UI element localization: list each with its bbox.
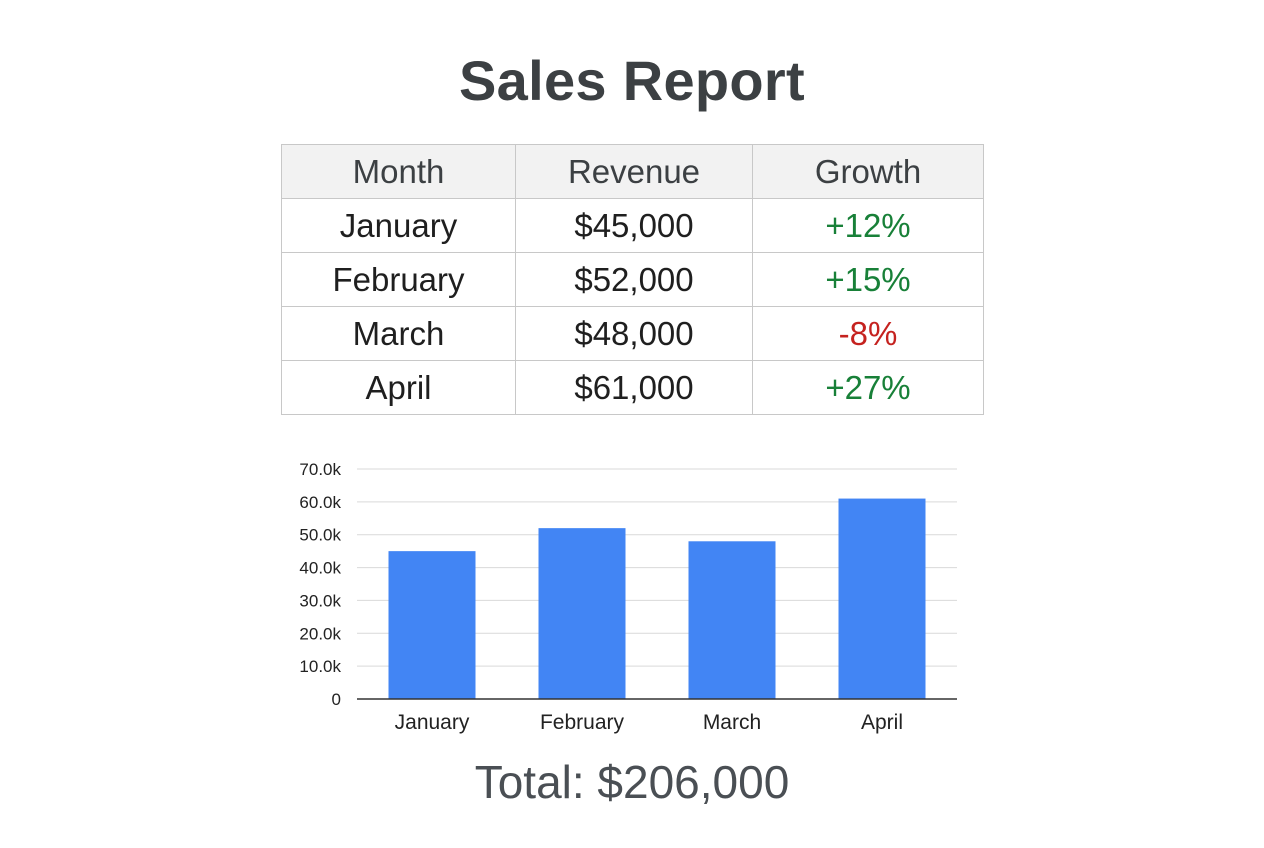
y-tick-label: 40.0k [299, 559, 341, 578]
month-cell: April [281, 360, 516, 415]
x-category-label: April [861, 711, 903, 734]
column-header-month: Month [281, 144, 516, 199]
growth-cell: +27% [752, 360, 984, 415]
month-cell: March [281, 306, 516, 361]
y-tick-label: 10.0k [299, 657, 341, 676]
growth-cell: +15% [752, 252, 984, 307]
x-category-label: January [395, 711, 470, 734]
y-tick-label: 70.0k [299, 460, 341, 479]
growth-cell: -8% [752, 306, 984, 361]
growth-cell: +12% [752, 198, 984, 253]
bar-april [838, 498, 926, 699]
x-category-label: February [540, 711, 625, 734]
bar-march [688, 541, 776, 699]
column-header-growth: Growth [752, 144, 984, 199]
table-row: February $52,000 +15% [281, 252, 984, 307]
revenue-bar-chart: 0 10.0k 20.0k 30.0k 40.0k 50.0k 60.0k 70.0k Jan… [299, 460, 957, 734]
month-cell: February [281, 252, 516, 307]
bar-february [538, 528, 626, 699]
y-tick-label: 20.0k [299, 624, 341, 643]
table-row: March $48,000 -8% [281, 306, 984, 361]
y-tick-label: 60.0k [299, 493, 341, 512]
revenue-cell: $48,000 [515, 306, 753, 361]
revenue-cell: $61,000 [515, 360, 753, 415]
y-axis-tick-labels: 0 10.0k 20.0k 30.0k 40.0k 50.0k 60.0k 70.0k [299, 460, 341, 709]
y-tick-label: 50.0k [299, 526, 341, 545]
y-tick-label: 0 [332, 690, 341, 709]
table-row: April $61,000 +27% [281, 360, 984, 415]
y-tick-label: 30.0k [299, 591, 341, 610]
bar-january [388, 551, 476, 699]
month-cell: January [281, 198, 516, 253]
total-revenue: Total: $206,000 [474, 756, 790, 808]
revenue-cell: $45,000 [515, 198, 753, 253]
table-header-row: Month Revenue Growth [281, 144, 984, 199]
x-category-label: March [703, 711, 761, 734]
table-row: January $45,000 +12% [281, 198, 984, 253]
page-title: Sales Report [459, 49, 805, 112]
bars [388, 498, 926, 699]
column-header-revenue: Revenue [515, 144, 753, 199]
revenue-cell: $52,000 [515, 252, 753, 307]
x-axis-category-labels: January February March April [395, 711, 903, 734]
sales-table: Month Revenue Growth January $45,000 +12… [281, 144, 984, 415]
